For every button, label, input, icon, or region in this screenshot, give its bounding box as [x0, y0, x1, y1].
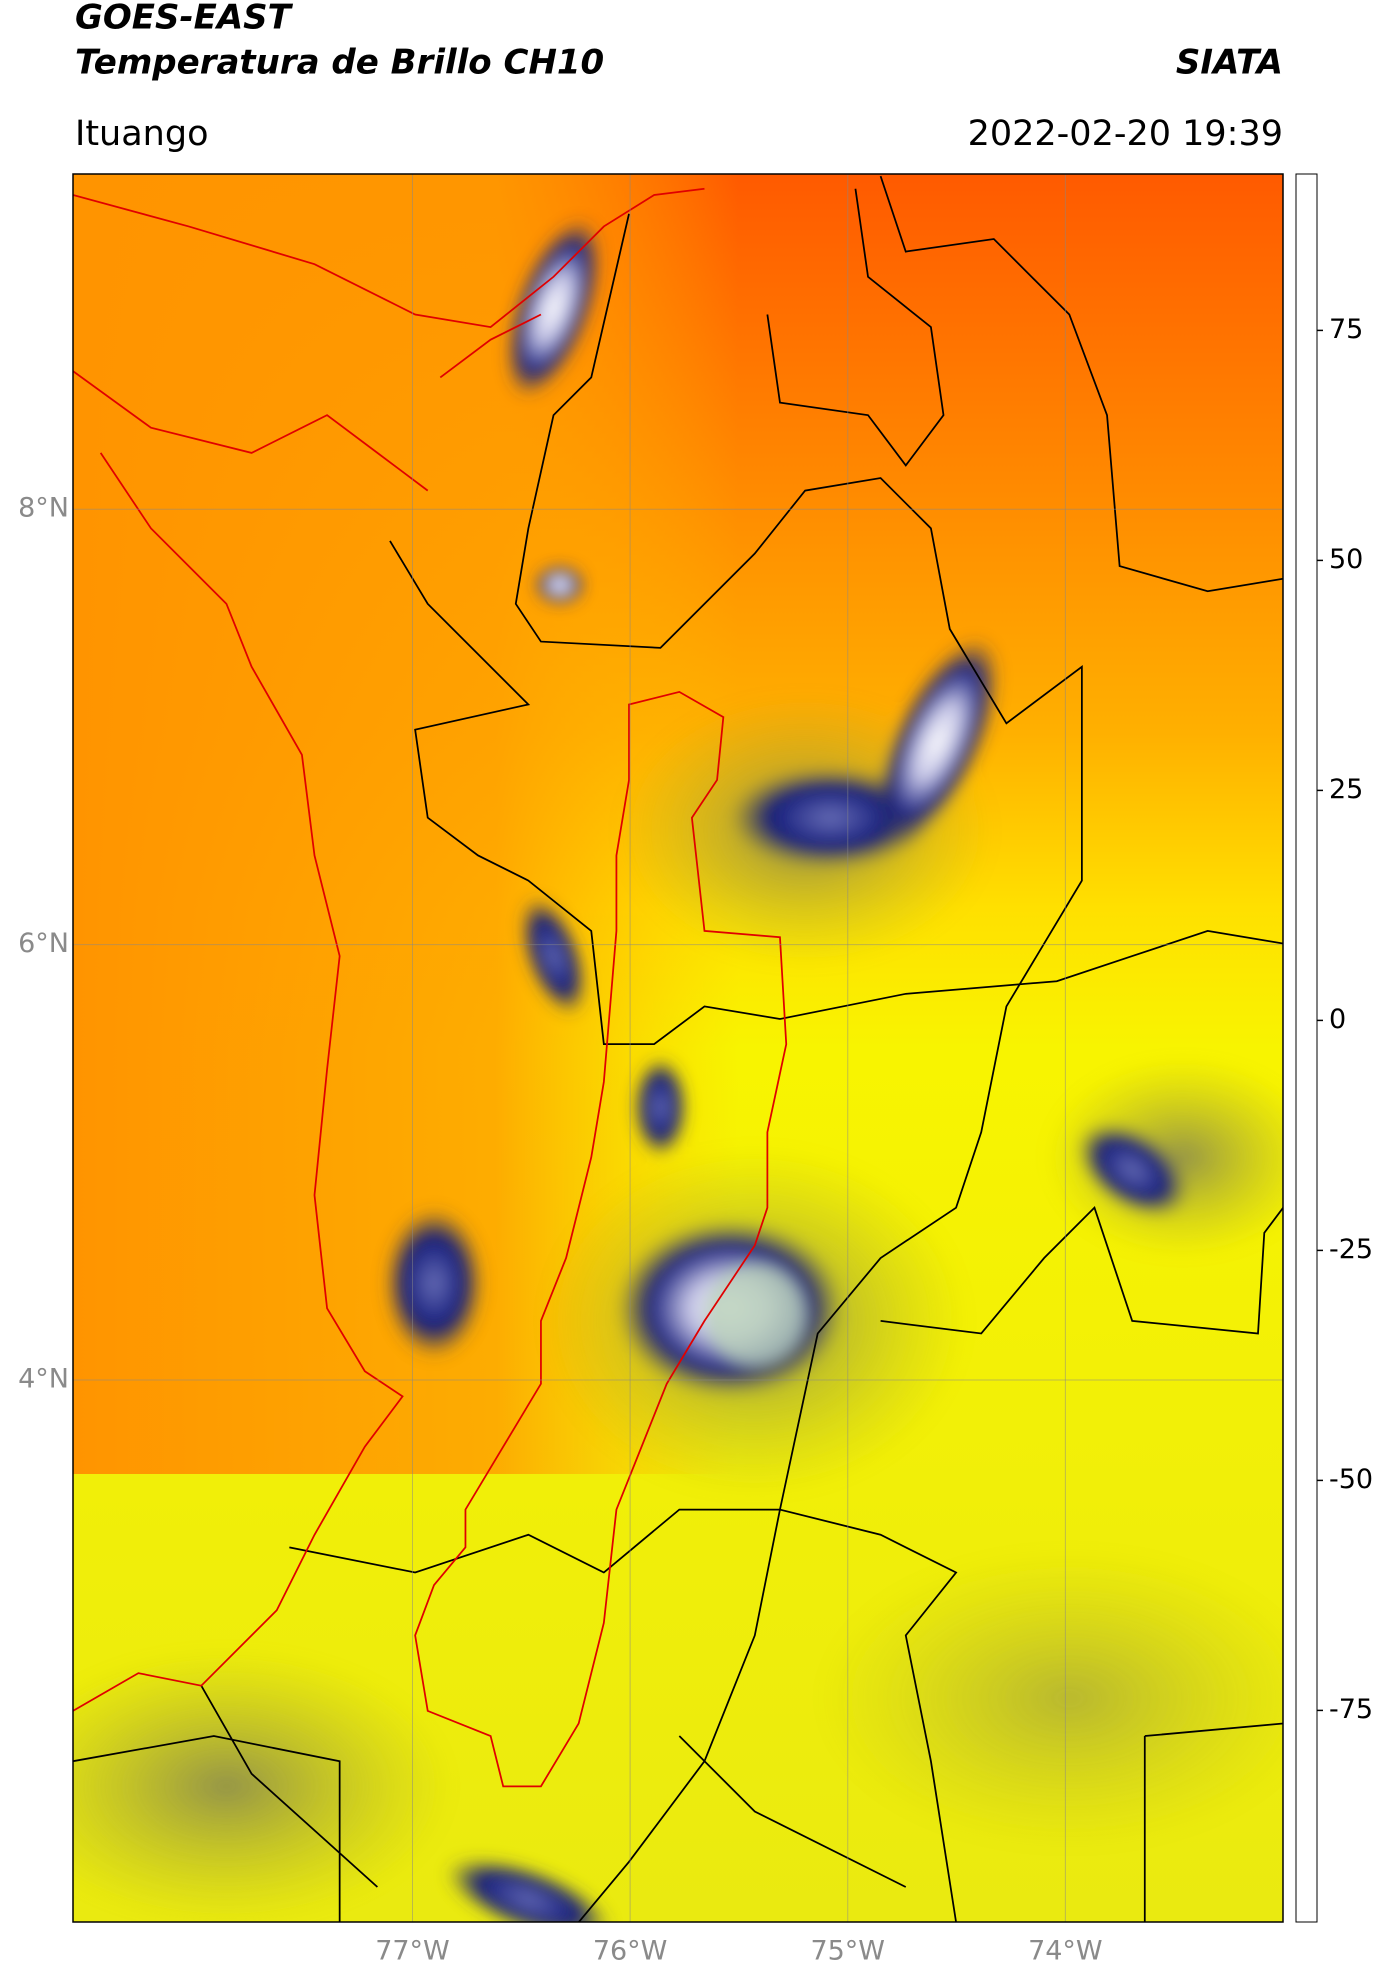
x-tick-label: 75°W [810, 1936, 885, 1967]
colorbar-tick-label: 0 [1329, 1004, 1346, 1035]
map-image [73, 174, 1283, 1922]
y-tick-label: 4°N [18, 1363, 69, 1394]
y-tick-label: 6°N [18, 928, 69, 959]
y-tick-label: 8°N [18, 493, 69, 524]
product: Temperatura de Brillo CH10 [75, 43, 604, 83]
map-frame [72, 173, 1284, 1923]
colorbar-fill [1295, 173, 1318, 1923]
colorbar-tick-label: -50 [1329, 1464, 1373, 1495]
colorbar-tick-label: -75 [1329, 1694, 1373, 1725]
x-tick-label: 76°W [593, 1936, 668, 1967]
location: Ituango [75, 114, 209, 154]
colorbar-tick-label: -25 [1329, 1234, 1373, 1265]
colorbar-tick-label: 25 [1329, 774, 1363, 805]
graticule: 77°W 76°W 75°W 74°W 8°N 6°N 4°N [18, 174, 1283, 1967]
colorbar-tick-label: 50 [1329, 544, 1363, 575]
colorbar-tick-label: 75 [1329, 314, 1363, 345]
x-tick-label: 77°W [375, 1936, 450, 1967]
x-tick-label: 74°W [1028, 1936, 1103, 1967]
source: SIATA [1176, 43, 1283, 83]
title: GOES-EAST [75, 0, 294, 38]
datetime: 2022-02-20 19:39 [968, 114, 1283, 154]
colorbar: 75 50 25 0 -25 -50 -75 [1295, 173, 1373, 1923]
